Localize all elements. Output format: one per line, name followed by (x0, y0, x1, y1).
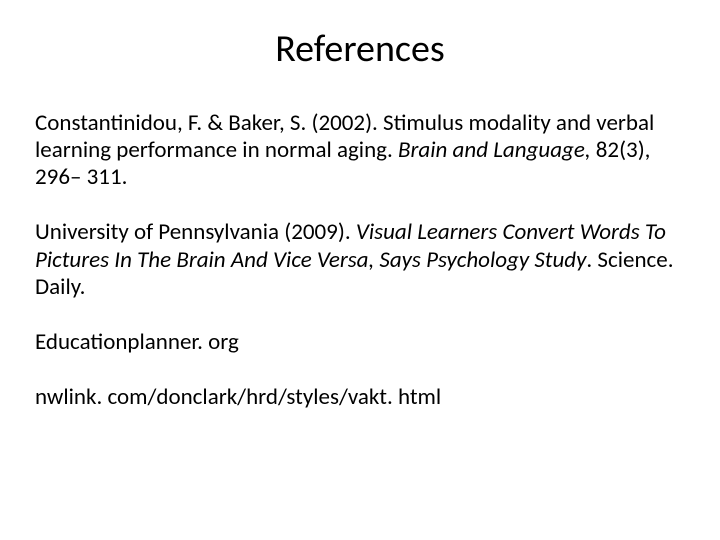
reference-entry: Educationplanner. org (35, 329, 685, 356)
reference-entry: Constantinidou, F. & Baker, S. (2002). S… (35, 110, 685, 191)
ref2-text-a: University of Pennsylvania (2009). (35, 218, 356, 246)
ref4-text: nwlink. com/donclark/hrd/styles/vakt. ht… (35, 383, 441, 411)
reference-entry: nwlink. com/donclark/hrd/styles/vakt. ht… (35, 384, 685, 411)
ref1-text-italic: Brain and Language, (398, 136, 591, 164)
slide: References Constantinidou, F. & Baker, S… (0, 0, 720, 540)
reference-entry: University of Pennsylvania (2009). Visua… (35, 219, 685, 300)
slide-title: References (35, 26, 685, 72)
ref3-text: Educationplanner. org (35, 328, 239, 356)
